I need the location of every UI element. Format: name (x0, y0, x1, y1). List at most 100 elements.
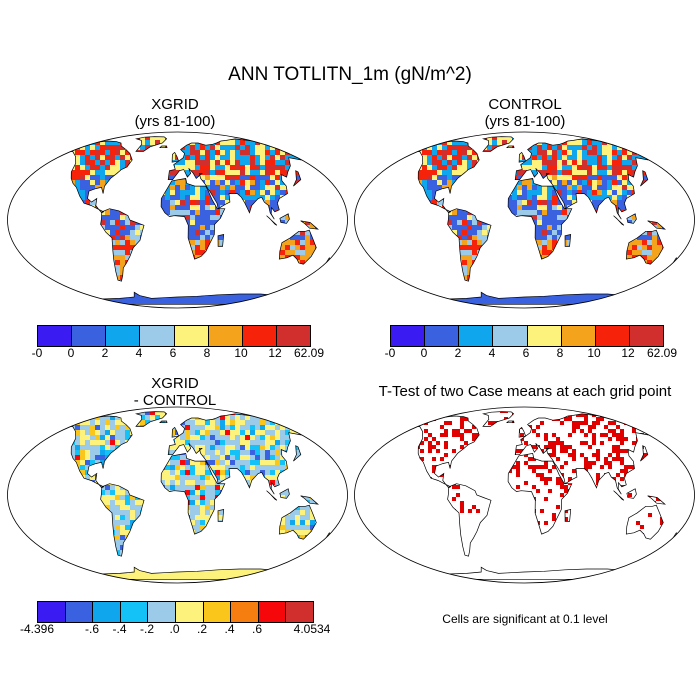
grid-cell (402, 200, 407, 205)
grid-cell (622, 225, 627, 230)
grid-cell (442, 245, 447, 250)
grid-cell (527, 185, 532, 190)
grid-cell (20, 270, 25, 275)
grid-cell (345, 235, 350, 240)
grid-cell (507, 245, 512, 250)
grid-cell (45, 190, 50, 195)
grid-cell (592, 230, 597, 235)
grid-cell (672, 275, 677, 280)
grid-cell (552, 280, 557, 285)
grid-cell (527, 305, 532, 310)
grid-cell (592, 205, 597, 210)
grid-cell (260, 180, 265, 185)
grid-cell (437, 200, 442, 205)
grid-cell (130, 235, 135, 240)
grid-cell (667, 190, 672, 195)
grid-cell (497, 165, 502, 170)
grid-cell (135, 175, 140, 180)
grid-cell (205, 215, 210, 220)
grid-cell (245, 150, 250, 155)
grid-cell (135, 240, 140, 245)
grid-cell (275, 160, 280, 165)
grid-cell (447, 170, 452, 175)
grid-cell (682, 300, 687, 305)
grid-cell (357, 275, 362, 280)
grid-cell (325, 150, 330, 155)
grid-cell (280, 140, 285, 145)
grid-cell (110, 215, 115, 220)
grid-cell (532, 300, 537, 305)
grid-cell (352, 285, 357, 290)
grid-cell (617, 295, 622, 300)
grid-cell (55, 265, 60, 270)
grid-cell (220, 260, 225, 265)
grid-cell (65, 275, 70, 280)
grid-cell (280, 150, 285, 155)
grid-cell (295, 150, 300, 155)
grid-cell (20, 200, 25, 205)
grid-cell (275, 190, 280, 195)
grid-cell (592, 185, 597, 190)
grid-cell (275, 155, 280, 160)
grid-cell (200, 265, 205, 270)
grid-cell (165, 140, 170, 145)
grid-cell (230, 295, 235, 300)
grid-cell (417, 235, 422, 240)
grid-cell (427, 136, 432, 140)
grid-cell (245, 155, 250, 160)
grid-cell (512, 260, 517, 265)
grid-cell (417, 160, 422, 165)
grid-cell (401, 255, 402, 260)
grid-cell (155, 140, 160, 145)
grid-cell (377, 140, 382, 145)
grid-cell (532, 150, 537, 155)
grid-cell (95, 150, 100, 155)
grid-cell (622, 130, 627, 135)
grid-cell (90, 180, 95, 185)
grid-cell (310, 225, 315, 230)
grid-cell (587, 215, 592, 220)
grid-cell (452, 260, 457, 265)
grid-cell (437, 130, 442, 135)
grid-cell (477, 245, 482, 250)
grid-cell (120, 180, 125, 185)
grid-cell (150, 210, 155, 215)
grid-cell (195, 180, 200, 185)
grid-cell (45, 285, 50, 290)
grid-cell (587, 130, 592, 135)
grid-cell (245, 165, 250, 170)
grid-cell (447, 305, 452, 310)
grid-cell (70, 235, 75, 240)
grid-cell (60, 235, 65, 240)
grid-cell (90, 175, 95, 180)
grid-cell (437, 150, 442, 155)
grid-cell (180, 250, 185, 255)
grid-cell (285, 245, 290, 250)
grid-cell (210, 155, 215, 160)
grid-cell (542, 230, 547, 235)
grid-cell (165, 190, 170, 195)
grid-cell (657, 145, 662, 150)
grid-cell (552, 300, 557, 305)
grid-cell (577, 145, 582, 150)
grid-cell (597, 210, 602, 215)
grid-cell (587, 220, 592, 225)
grid-cell (457, 275, 462, 280)
grid-cell (95, 260, 100, 265)
grid-cell (432, 155, 437, 160)
grid-cell (255, 275, 260, 280)
grid-cell (517, 250, 522, 255)
grid-cell (280, 280, 285, 285)
grid-cell (215, 245, 220, 250)
grid-cell (377, 240, 382, 245)
grid-cell (115, 305, 120, 310)
grid-cell (417, 145, 422, 150)
grid-cell (250, 190, 255, 195)
grid-cell (657, 190, 662, 195)
grid-cell (692, 300, 697, 305)
grid-cell (482, 200, 487, 205)
grid-cell (652, 270, 657, 275)
grid-cell (587, 235, 592, 240)
grid-cell (155, 136, 160, 140)
grid-cell (345, 265, 350, 270)
